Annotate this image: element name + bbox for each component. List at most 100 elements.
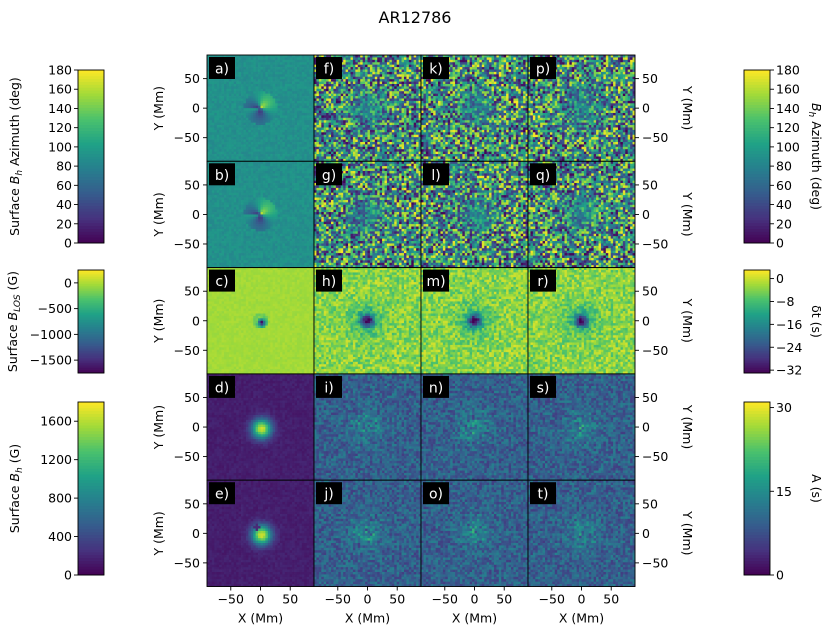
heatmap-cell: [214, 106, 217, 109]
heatmap-cell: [248, 113, 251, 116]
heatmap-cell: [309, 74, 312, 77]
heatmap-cell: [273, 67, 276, 70]
heatmap-cell: [212, 89, 215, 92]
heatmap-cell: [290, 98, 293, 101]
heatmap-cell: [302, 101, 305, 104]
heatmap-cell: [299, 60, 302, 63]
heatmap-cell: [295, 111, 298, 114]
heatmap-cell: [224, 96, 227, 99]
heatmap-cell: [261, 86, 264, 89]
heatmap-cell: [307, 111, 310, 114]
heatmap-cell: [270, 72, 273, 75]
heatmap-cell: [273, 70, 276, 73]
heatmap-cell: [243, 65, 246, 68]
heatmap-cell: [226, 94, 229, 97]
heatmap-cell: [241, 82, 244, 85]
heatmap-cell: [280, 89, 283, 92]
heatmap-cell: [261, 57, 264, 60]
heatmap-cell: [265, 84, 268, 87]
heatmap-cell: [248, 72, 251, 75]
heatmap-cell: [246, 106, 249, 109]
heatmap-cell: [209, 113, 212, 116]
heatmap-cell: [239, 96, 242, 99]
heatmap-cell: [278, 89, 281, 92]
heatmap-cell: [224, 89, 227, 92]
heatmap-cell: [251, 65, 254, 68]
heatmap-cell: [261, 108, 264, 111]
heatmap-cell: [304, 65, 307, 68]
heatmap-cell: [309, 106, 312, 109]
heatmap-cell: [292, 67, 295, 70]
heatmap-cell: [226, 84, 229, 87]
heatmap-cell: [256, 77, 259, 80]
heatmap-cell: [236, 62, 239, 65]
heatmap-cell: [280, 74, 283, 77]
heatmap-cell: [214, 98, 217, 101]
heatmap-cell: [231, 79, 234, 82]
heatmap-cell: [275, 96, 278, 99]
heatmap-cell: [219, 113, 222, 116]
heatmap-cell: [236, 86, 239, 89]
heatmap-cell: [261, 94, 264, 97]
heatmap-cell: [209, 82, 212, 85]
heatmap-cell: [234, 98, 237, 101]
heatmap-cell: [253, 72, 256, 75]
heatmap-cell: [278, 79, 281, 82]
heatmap-cell: [265, 74, 268, 77]
heatmap-cell: [253, 91, 256, 94]
heatmap-cell: [246, 82, 249, 85]
heatmap-cell: [212, 113, 215, 116]
heatmap-cell: [236, 72, 239, 75]
heatmap-cell: [278, 72, 281, 75]
heatmap-cell: [248, 82, 251, 85]
heatmap-cell: [231, 89, 234, 92]
heatmap-cell: [270, 108, 273, 111]
heatmap-cell: [251, 111, 254, 114]
heatmap-cell: [219, 86, 222, 89]
heatmap-cell: [258, 60, 261, 63]
heatmap-cell: [285, 103, 288, 106]
heatmap-cell: [290, 106, 293, 109]
heatmap-cell: [265, 70, 268, 73]
heatmap-cell: [246, 101, 249, 104]
heatmap-cell: [241, 108, 244, 111]
heatmap-cell: [292, 82, 295, 85]
heatmap-cell: [248, 96, 251, 99]
heatmap-cell: [270, 89, 273, 92]
heatmap-cell: [209, 86, 212, 89]
heatmap-cell: [290, 111, 293, 114]
heatmap-cell: [241, 62, 244, 65]
heatmap-cell: [231, 86, 234, 89]
heatmap-cell: [302, 103, 305, 106]
heatmap-cell: [239, 79, 242, 82]
heatmap-cell: [236, 106, 239, 109]
heatmap-cell: [243, 62, 246, 65]
heatmap-cell: [282, 70, 285, 73]
heatmap-cell: [282, 91, 285, 94]
heatmap-cell: [253, 65, 256, 68]
heatmap-cell: [280, 108, 283, 111]
heatmap-cell: [297, 94, 300, 97]
heatmap-cell: [280, 72, 283, 75]
heatmap-cell: [263, 91, 266, 94]
heatmap-cell: [258, 72, 261, 75]
heatmap-cell: [219, 91, 222, 94]
heatmap-cell: [270, 103, 273, 106]
heatmap-cell: [243, 86, 246, 89]
heatmap-cell: [212, 94, 215, 97]
heatmap-cell: [270, 96, 273, 99]
heatmap-cell: [278, 111, 281, 114]
heatmap-cell: [224, 82, 227, 85]
heatmap-cell: [236, 113, 239, 116]
heatmap-cell: [273, 103, 276, 106]
heatmap-cell: [287, 96, 290, 99]
heatmap-cell: [241, 60, 244, 63]
heatmap-cell: [290, 67, 293, 70]
heatmap-cell: [285, 111, 288, 114]
heatmap-cell: [297, 101, 300, 104]
heatmap-cell: [236, 67, 239, 70]
heatmap-cell: [236, 79, 239, 82]
heatmap-cell: [280, 84, 283, 87]
heatmap-cell: [258, 106, 261, 109]
heatmap-cell: [251, 103, 254, 106]
